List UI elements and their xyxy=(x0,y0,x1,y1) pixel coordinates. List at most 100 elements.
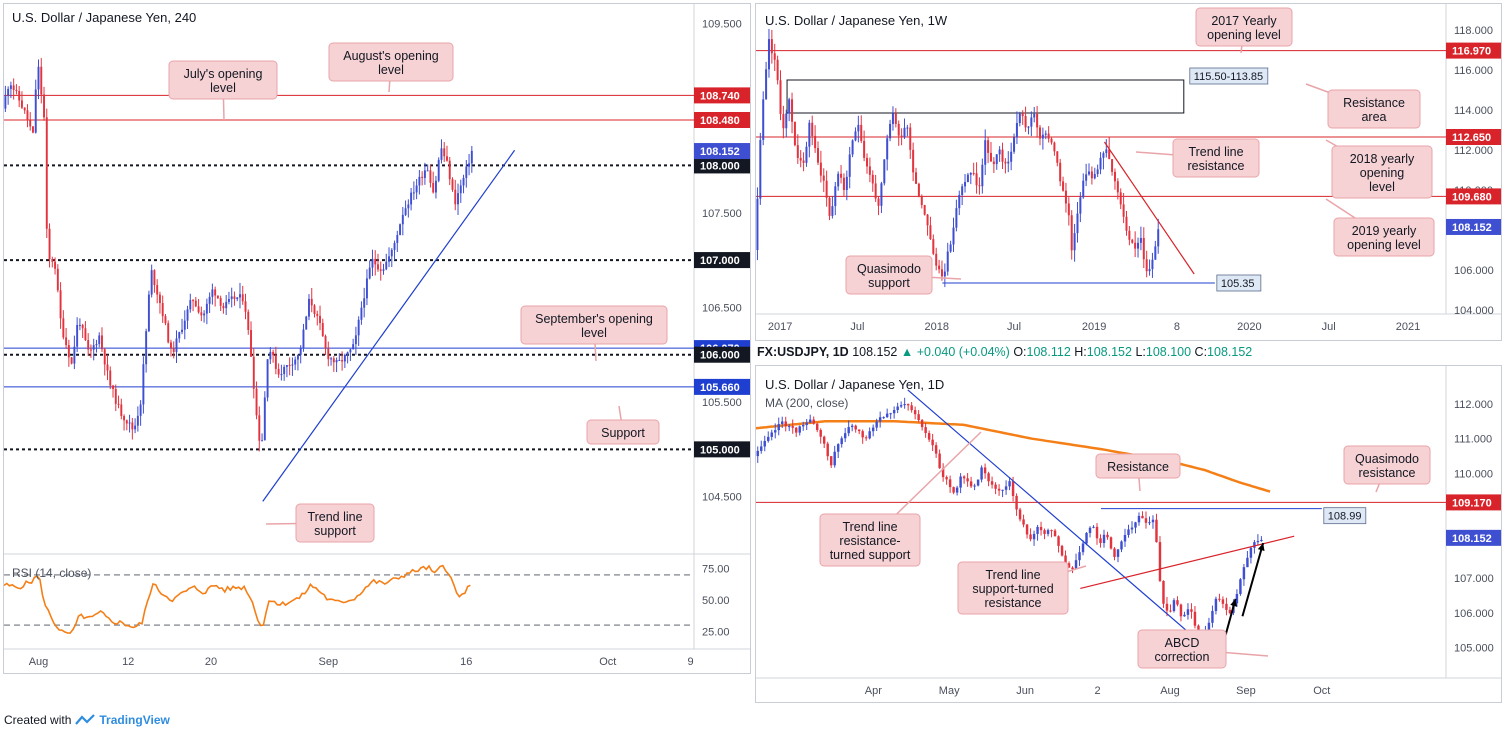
candle-body xyxy=(773,53,776,60)
candle-body xyxy=(170,342,172,349)
candle-body xyxy=(368,267,371,279)
trend-line-blue xyxy=(907,389,1219,659)
h4-chart-svg[interactable]: 104.500105.500106.500107.500108.500109.5… xyxy=(4,4,751,674)
candle-body xyxy=(1015,495,1018,510)
candle-body xyxy=(399,224,402,236)
candle-body xyxy=(1225,603,1228,610)
candle-body xyxy=(227,299,230,302)
y-tick-label: 106.500 xyxy=(702,302,742,314)
candle-body xyxy=(1130,527,1134,530)
candle-body xyxy=(889,413,892,415)
candle-body xyxy=(1260,539,1263,542)
candle-body xyxy=(868,166,871,175)
candle-body xyxy=(903,404,906,406)
candle-body xyxy=(1015,123,1018,138)
weekly-chart-panel[interactable]: 104.000106.000110.000112.000114.000116.0… xyxy=(755,3,1502,341)
candle-body xyxy=(961,186,964,195)
candle-body xyxy=(992,161,995,165)
annotation-text: resistance xyxy=(1359,466,1416,480)
price-tag xyxy=(1446,42,1501,59)
candle-body xyxy=(762,99,765,140)
x-tick-label: Oct xyxy=(599,656,616,668)
candle-body xyxy=(230,296,233,300)
candle-body xyxy=(816,148,819,163)
y-tick-label: 104.000 xyxy=(1454,305,1494,317)
candle-body xyxy=(909,127,912,150)
candle-body xyxy=(1155,519,1158,543)
x-tick-label: 2017 xyxy=(768,321,792,333)
candle-body xyxy=(330,358,333,360)
x-tick-label: Aug xyxy=(29,656,49,668)
rsi-line xyxy=(4,564,471,634)
candle-body xyxy=(877,198,880,206)
candle-body xyxy=(1207,622,1211,631)
candle-body xyxy=(1162,580,1165,604)
candle-body xyxy=(95,343,98,346)
candle-body xyxy=(913,410,917,415)
candle-body xyxy=(145,331,148,365)
abcd-leg xyxy=(1241,542,1265,617)
candle-body xyxy=(1246,557,1249,568)
x-tick-label: Sep xyxy=(319,656,339,668)
price-tag-label: 116.970 xyxy=(1452,46,1491,58)
candle-body xyxy=(172,348,175,352)
candle-body xyxy=(926,214,929,226)
candle-body xyxy=(828,197,831,216)
candle-body xyxy=(269,351,272,360)
tradingview-brand[interactable]: TradingView xyxy=(99,713,170,727)
candle-body xyxy=(1024,116,1027,128)
candle-body xyxy=(763,440,766,447)
x-tick-label: 12 xyxy=(122,656,134,668)
daily-chart-svg[interactable]: 105.000 106.000 107.000 110.000 111.000 112.0… xyxy=(756,366,1502,703)
candle-body xyxy=(833,451,836,466)
candle-body xyxy=(470,150,473,164)
annotation-text: resistance xyxy=(985,596,1042,610)
candle-body xyxy=(1053,530,1057,537)
candle-body xyxy=(899,405,903,407)
candle-body xyxy=(363,298,366,308)
candle-body xyxy=(1036,526,1039,534)
candle-body xyxy=(1062,181,1065,191)
weekly-chart-svg[interactable]: 104.000106.000110.000112.000114.000116.0… xyxy=(756,4,1502,341)
candle-body xyxy=(451,179,454,190)
candle-body xyxy=(972,172,975,174)
candle-body xyxy=(343,354,346,362)
annotation-text: Support xyxy=(601,426,645,440)
candle-body xyxy=(845,176,848,190)
candle-body xyxy=(860,124,863,141)
annotation-text: Quasimodo xyxy=(1355,452,1419,466)
candle-body xyxy=(390,249,393,257)
annotation-text: support xyxy=(868,276,910,290)
daily-chart-panel[interactable]: 105.000 106.000 107.000 110.000 111.000 112.0… xyxy=(755,365,1502,703)
candle-body xyxy=(796,145,799,158)
y-tick-label: 118.000 xyxy=(1454,25,1493,37)
candle-body xyxy=(906,404,910,406)
candle-body xyxy=(1176,600,1179,605)
candle-body xyxy=(1022,519,1025,525)
open-label: O: xyxy=(1013,345,1027,359)
candle-body xyxy=(1046,530,1050,534)
candle-body xyxy=(448,160,451,180)
candle-body xyxy=(920,420,924,428)
y-tick-label: 112.000 xyxy=(1454,145,1493,157)
candle-body xyxy=(900,135,903,138)
candle-body xyxy=(1011,481,1015,496)
candle-body xyxy=(434,180,437,193)
h4-chart-title: U.S. Dollar / Japanese Yen, 240 xyxy=(12,10,197,25)
candle-body xyxy=(153,270,156,286)
candle-body xyxy=(1039,526,1043,531)
candle-body xyxy=(1193,611,1197,626)
y-tick-label: 112.000 xyxy=(1454,399,1493,411)
annotation-text: Resistance xyxy=(1107,460,1169,474)
annotation-text: area xyxy=(1361,110,1386,124)
candle-body xyxy=(178,332,181,339)
level-label: 108.99 xyxy=(1328,511,1362,523)
candle-body xyxy=(924,427,927,434)
last-price-label: 108.152 xyxy=(700,146,740,158)
candle-body xyxy=(915,172,918,184)
candle-body xyxy=(929,225,932,240)
price-tag xyxy=(694,378,750,395)
candle-body xyxy=(161,303,164,317)
h4-chart-panel[interactable]: 104.500105.500106.500107.500108.500109.5… xyxy=(3,3,751,674)
candle-body xyxy=(815,423,819,431)
